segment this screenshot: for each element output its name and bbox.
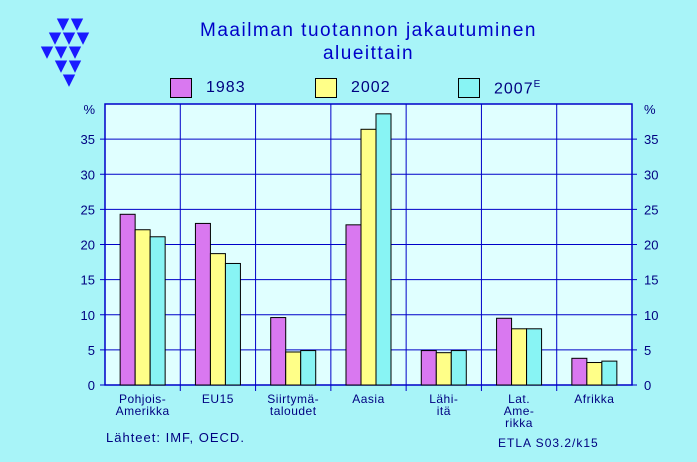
bar — [345, 224, 362, 386]
bar — [435, 352, 452, 386]
y-tick-label-right: 20 — [644, 238, 658, 253]
bar — [149, 236, 166, 386]
bar — [119, 213, 136, 386]
bar — [360, 128, 377, 386]
x-category-label: Afrikka — [574, 392, 614, 406]
legend-label-2007e-suffix: E — [533, 79, 542, 90]
logo-triangle — [53, 59, 69, 76]
bar — [450, 350, 467, 386]
logo-triangle — [67, 45, 83, 62]
y-tick-label-right: 0 — [644, 378, 651, 393]
legend-swatch-1983 — [170, 78, 192, 98]
logo-triangle — [69, 17, 85, 34]
y-tick-label-left: 30 — [81, 167, 95, 182]
legend-label-2007e: 2007E — [494, 79, 541, 98]
legend-swatch-2002 — [315, 78, 337, 98]
legend-label-1983: 1983 — [206, 79, 246, 96]
x-category-label: rikka — [505, 416, 533, 430]
chart-title-line2: alueittain — [322, 43, 415, 64]
x-category-label: EU15 — [202, 392, 234, 406]
x-category-label: Amerikka — [116, 404, 170, 418]
bar — [586, 362, 603, 386]
y-tick-label-left: 35 — [81, 132, 95, 147]
x-category-label: itä — [437, 404, 451, 418]
y-unit-label-left: % — [83, 102, 95, 117]
x-category-label: Pohjois- — [119, 392, 166, 406]
y-tick-label-left: 20 — [81, 238, 95, 253]
y-tick-label-right: 30 — [644, 167, 658, 182]
logo-triangle — [61, 31, 77, 48]
logo-triangle — [55, 17, 71, 34]
bar — [496, 317, 513, 386]
y-tick-label-right: 25 — [644, 202, 658, 217]
logo-triangle — [53, 45, 69, 62]
bar — [375, 113, 392, 386]
logo-triangle — [61, 73, 77, 90]
y-tick-label-left: 10 — [81, 308, 95, 323]
logo-triangle — [75, 31, 91, 48]
bar — [194, 222, 211, 386]
y-tick-label-right: 5 — [644, 343, 651, 358]
x-category-label: Lähi- — [429, 392, 458, 406]
y-tick-label-left: 0 — [88, 378, 95, 393]
bar — [420, 350, 437, 386]
etla-logo — [39, 17, 91, 90]
bar — [134, 229, 151, 386]
bar — [300, 350, 317, 386]
bar — [526, 328, 543, 386]
legend-label-2002: 2002 — [351, 79, 391, 96]
logo-triangle — [39, 45, 55, 62]
x-category-label: Lat. — [508, 392, 530, 406]
legend-swatch-2007e — [458, 78, 480, 98]
x-category-label: taloudet — [270, 404, 317, 418]
y-tick-label-right: 35 — [644, 132, 658, 147]
y-tick-label-right: 10 — [644, 308, 658, 323]
y-tick-label-left: 5 — [88, 343, 95, 358]
logo-triangle — [47, 31, 63, 48]
x-category-label: Aasia — [352, 392, 385, 406]
bar — [270, 317, 287, 386]
chart-title-line1: Maailman tuotannon jakautuminen — [200, 20, 537, 41]
bar — [601, 360, 618, 386]
bar — [511, 328, 528, 386]
x-category-label: Ame- — [504, 404, 535, 418]
bar — [209, 253, 226, 386]
y-tick-label-left: 15 — [81, 273, 95, 288]
logo-triangle — [67, 59, 83, 76]
y-unit-label-right: % — [644, 102, 656, 117]
y-tick-label-left: 25 — [81, 202, 95, 217]
x-category-label: Siirtymä- — [267, 392, 319, 406]
bar — [224, 262, 241, 386]
bar — [285, 351, 302, 386]
bar — [571, 357, 588, 386]
figure-code: ETLA S03.2/k15 — [498, 436, 599, 450]
legend-label-2007e-year: 2007 — [494, 80, 534, 98]
source-note: Lähteet: IMF, OECD. — [106, 430, 245, 445]
y-tick-label-right: 15 — [644, 273, 658, 288]
